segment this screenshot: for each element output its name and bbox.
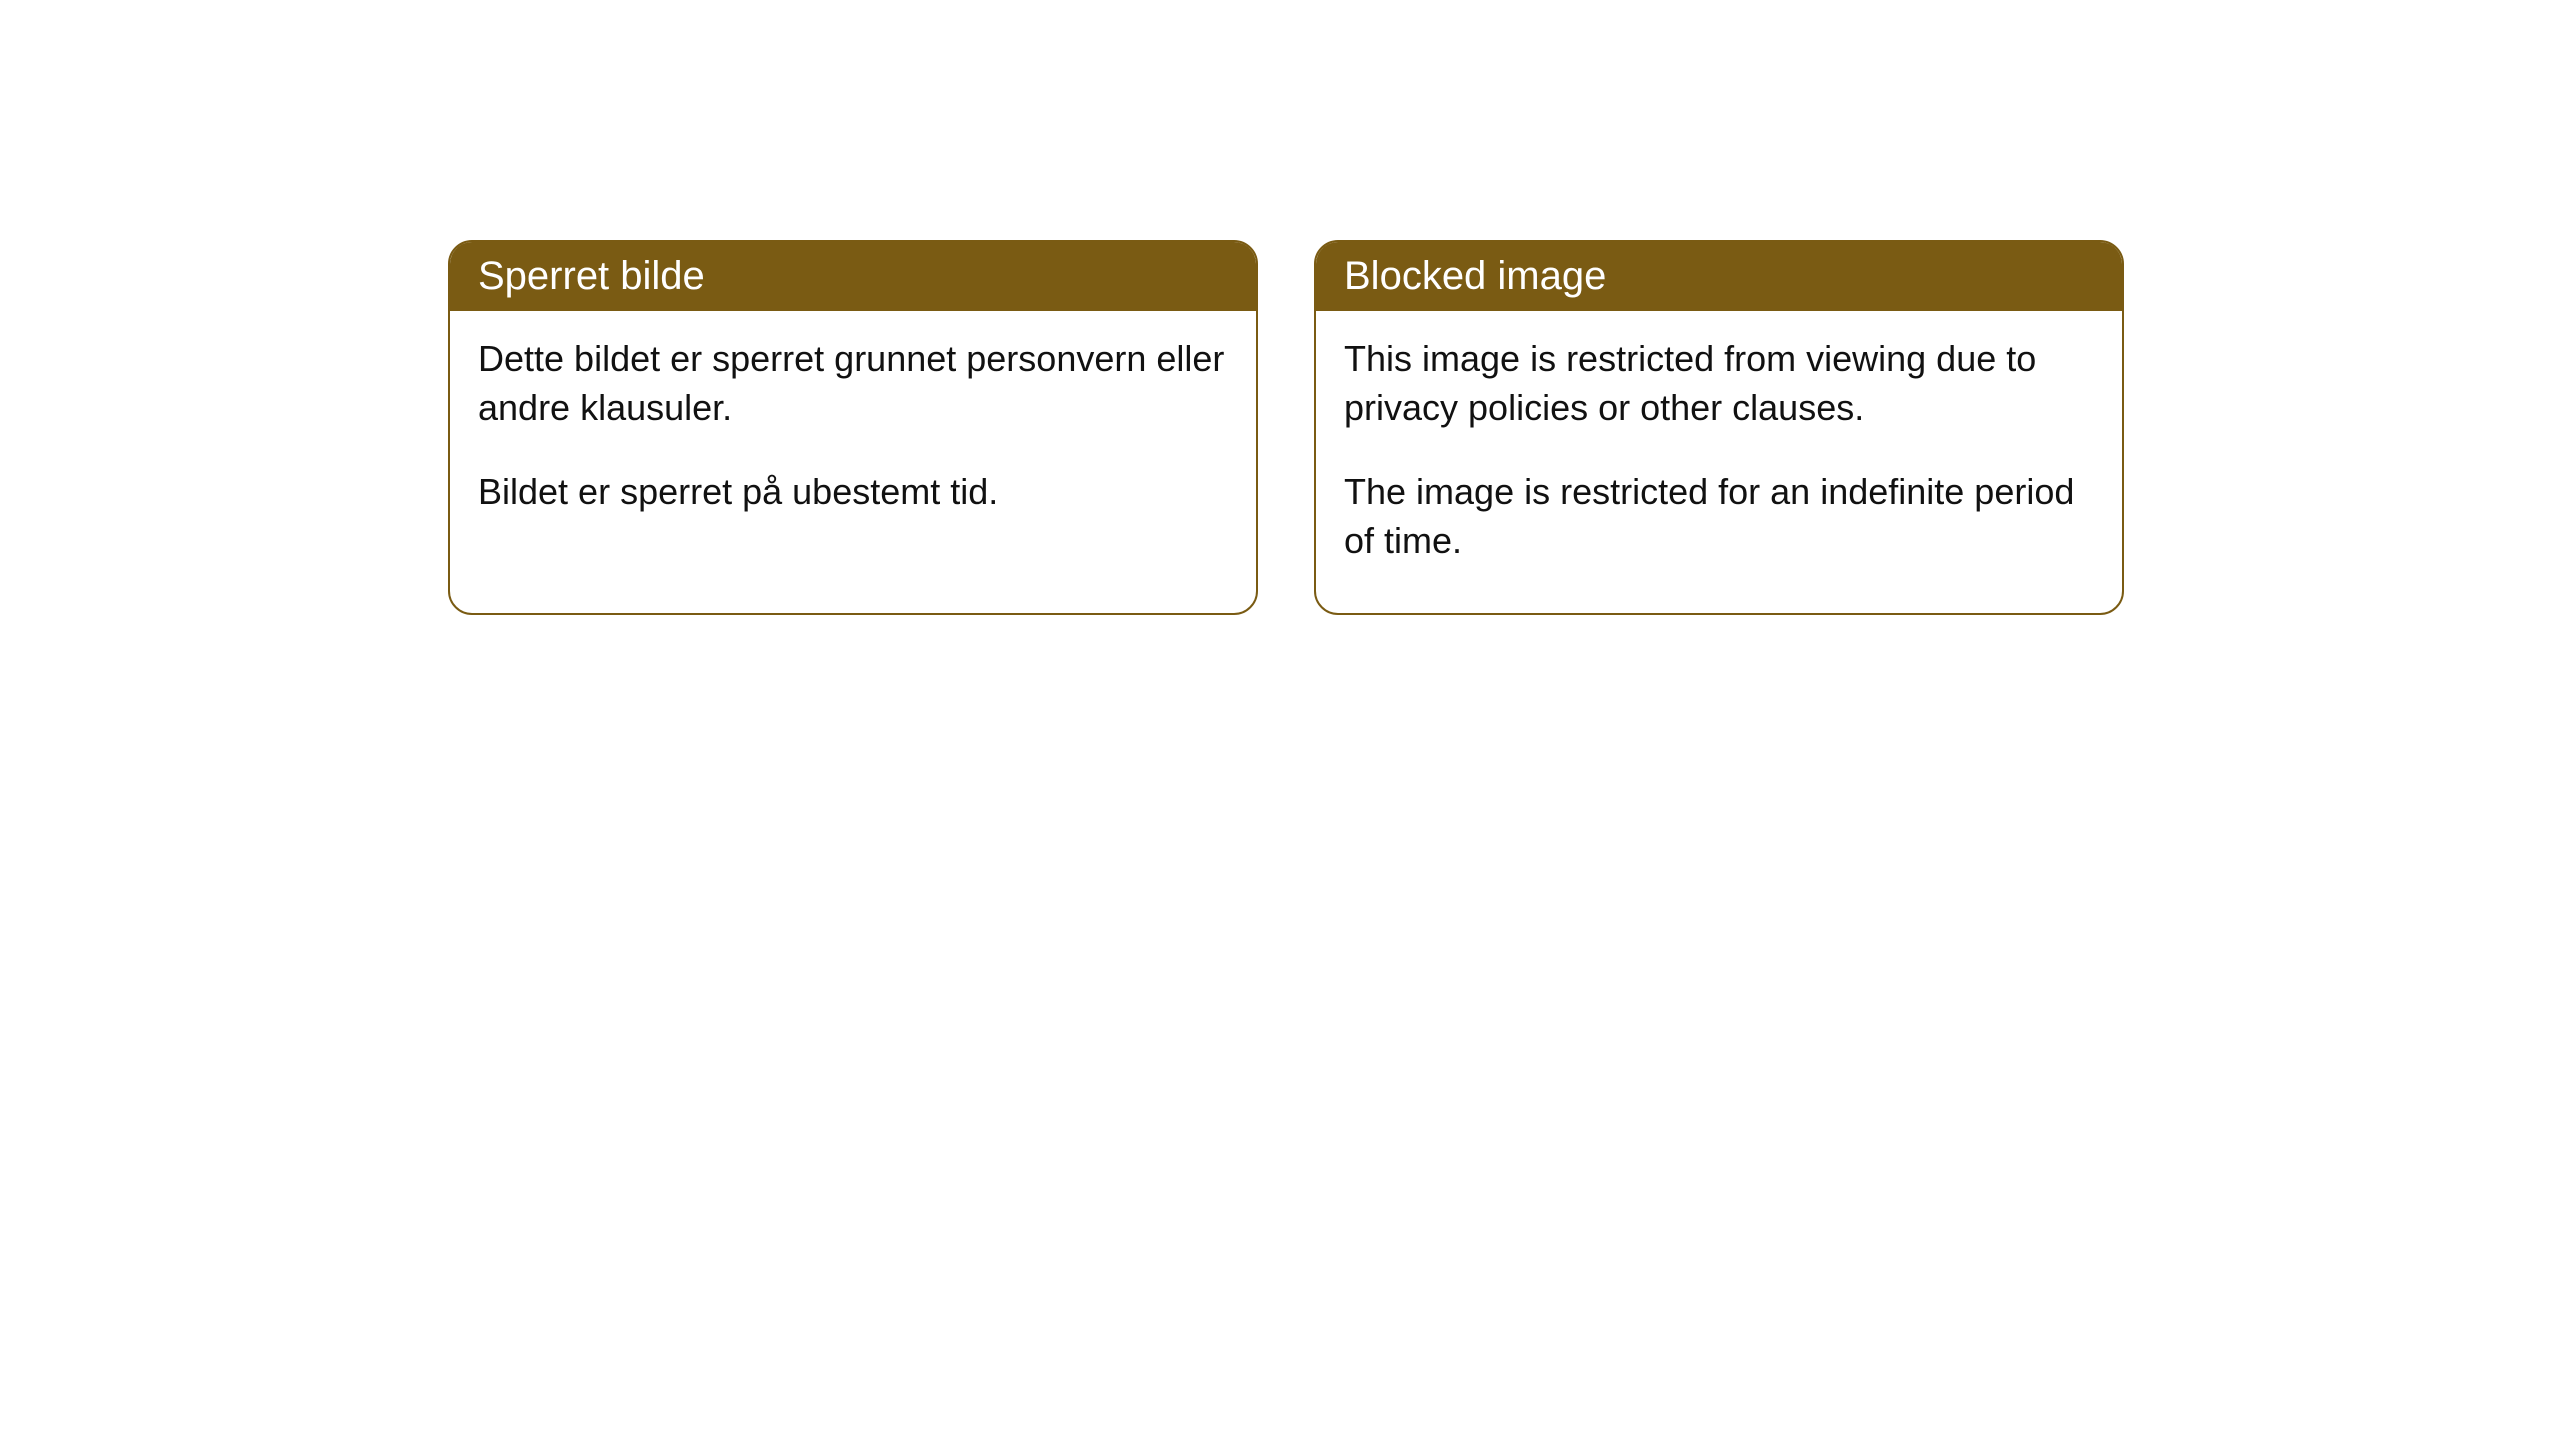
card-paragraph: The image is restricted for an indefinit… xyxy=(1344,468,2094,565)
card-paragraph: This image is restricted from viewing du… xyxy=(1344,335,2094,432)
card-paragraph: Dette bildet er sperret grunnet personve… xyxy=(478,335,1228,432)
card-title: Blocked image xyxy=(1344,254,1606,298)
card-norwegian: Sperret bilde Dette bildet er sperret gr… xyxy=(448,240,1258,615)
cards-container: Sperret bilde Dette bildet er sperret gr… xyxy=(448,240,2124,615)
card-body: Dette bildet er sperret grunnet personve… xyxy=(450,311,1256,565)
card-header: Blocked image xyxy=(1316,242,2122,311)
card-title: Sperret bilde xyxy=(478,254,705,298)
card-paragraph: Bildet er sperret på ubestemt tid. xyxy=(478,468,1228,517)
card-english: Blocked image This image is restricted f… xyxy=(1314,240,2124,615)
card-body: This image is restricted from viewing du… xyxy=(1316,311,2122,613)
card-header: Sperret bilde xyxy=(450,242,1256,311)
